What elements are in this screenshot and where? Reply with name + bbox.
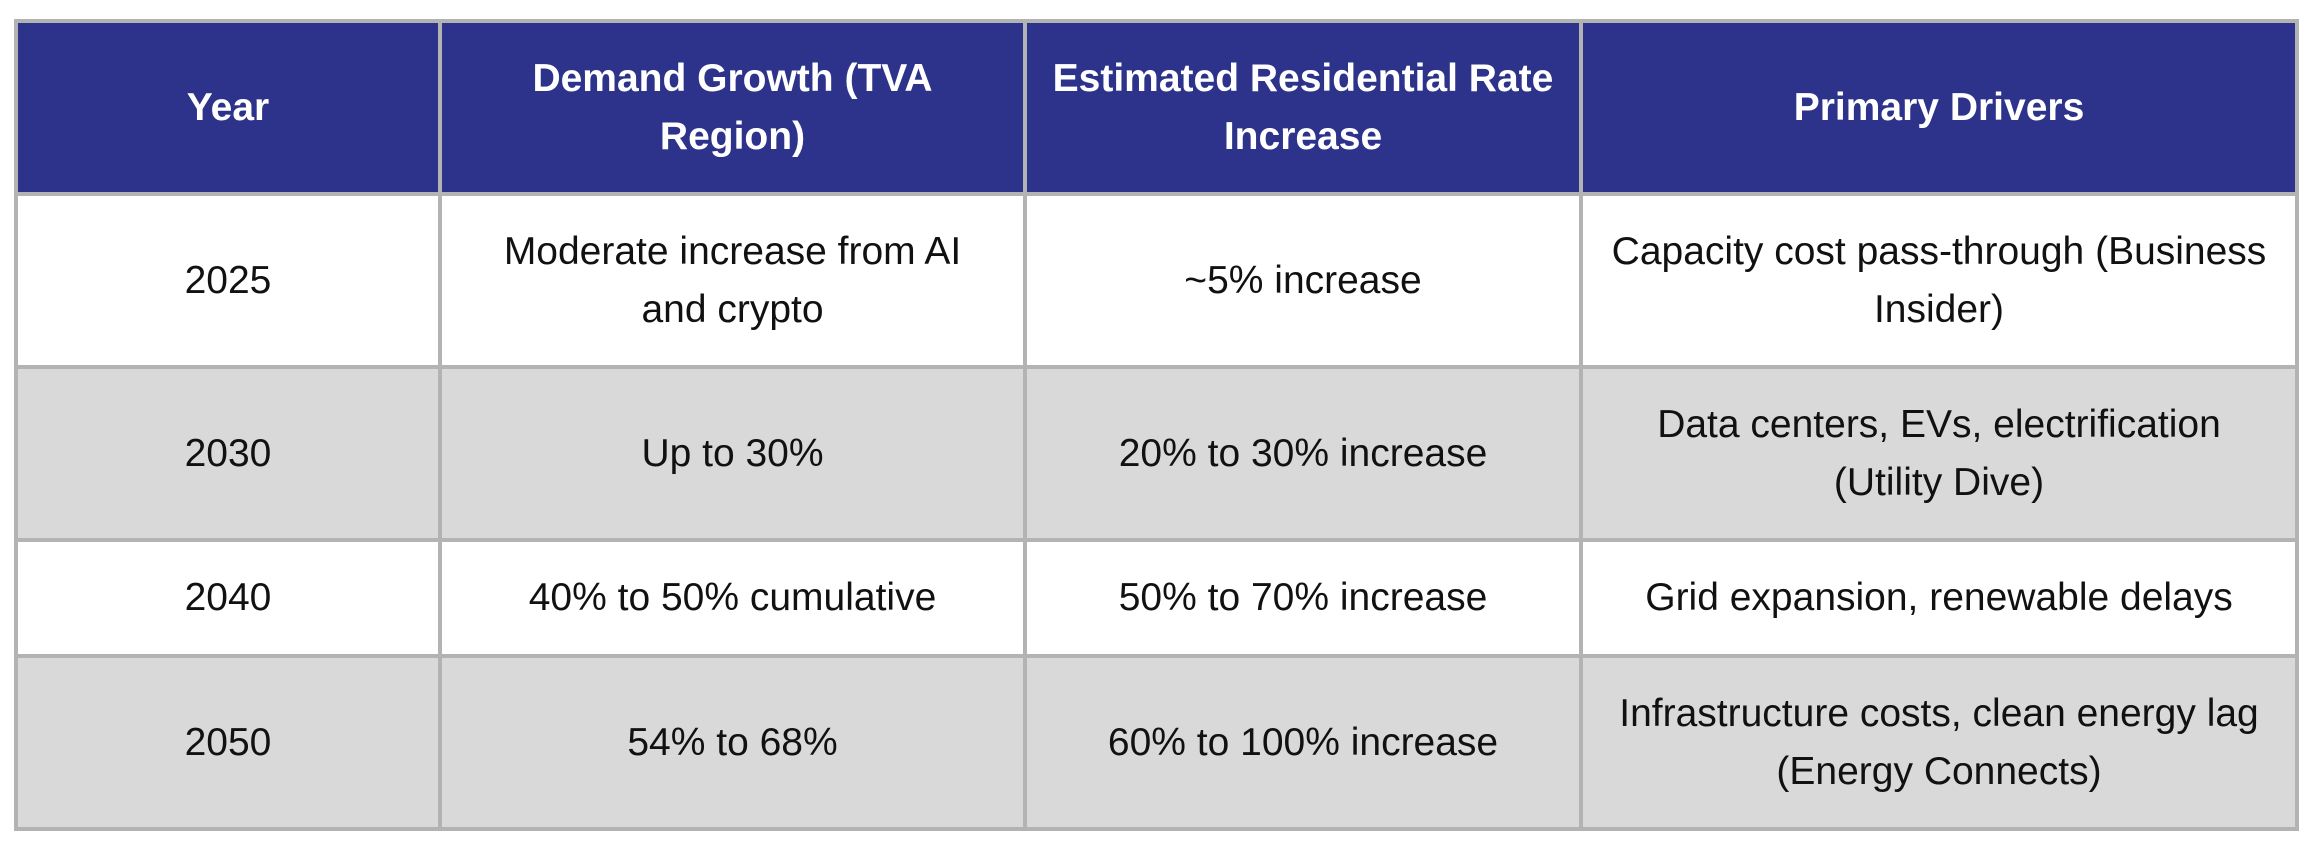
header-demand-growth: Demand Growth (TVA Region) [438,19,1027,196]
rate-increase-table: Year Demand Growth (TVA Region) Estimate… [14,19,2299,831]
cell-demand-growth: 40% to 50% cumulative [438,538,1027,658]
cell-rate-increase: 60% to 100% increase [1023,654,1583,831]
cell-primary-drivers: Grid expansion, renewable delays [1579,538,2299,658]
cell-rate-increase: 20% to 30% increase [1023,365,1583,542]
cell-demand-growth: Moderate increase from AI and crypto [438,192,1027,369]
cell-year: 2040 [14,538,442,658]
cell-year: 2030 [14,365,442,542]
table-row: 2050 54% to 68% 60% to 100% increase Inf… [14,654,2299,831]
cell-year: 2050 [14,654,442,831]
cell-demand-growth: 54% to 68% [438,654,1027,831]
table-header-row: Year Demand Growth (TVA Region) Estimate… [14,19,2299,196]
header-year: Year [14,19,442,196]
cell-primary-drivers: Infrastructure costs, clean energy lag (… [1579,654,2299,831]
header-primary-drivers: Primary Drivers [1579,19,2299,196]
cell-year: 2025 [14,192,442,369]
table-row: 2030 Up to 30% 20% to 30% increase Data … [14,365,2299,542]
cell-demand-growth: Up to 30% [438,365,1027,542]
cell-primary-drivers: Capacity cost pass-through (Business Ins… [1579,192,2299,369]
data-table-container: Year Demand Growth (TVA Region) Estimate… [14,19,2299,831]
cell-primary-drivers: Data centers, EVs, electrification (Util… [1579,365,2299,542]
table-row: 2025 Moderate increase from AI and crypt… [14,192,2299,369]
table-row: 2040 40% to 50% cumulative 50% to 70% in… [14,538,2299,658]
header-rate-increase: Estimated Residential Rate Increase [1023,19,1583,196]
cell-rate-increase: 50% to 70% increase [1023,538,1583,658]
cell-rate-increase: ~5% increase [1023,192,1583,369]
